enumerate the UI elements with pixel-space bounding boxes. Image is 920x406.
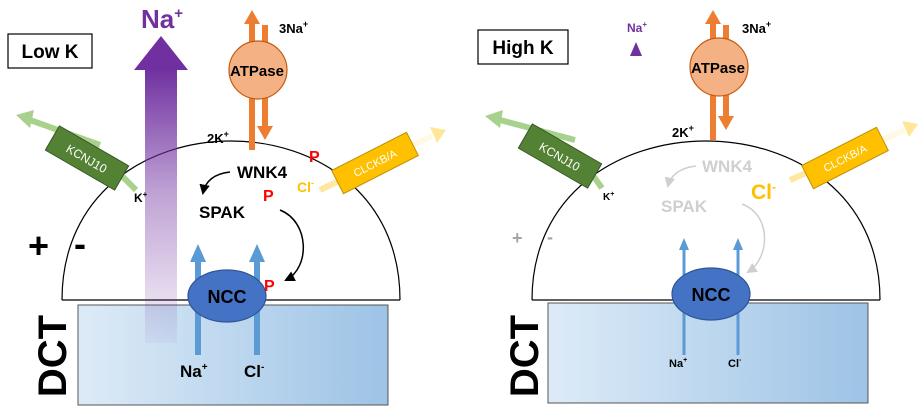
- sodium-arrow: [630, 42, 642, 345]
- ncc-label: NCC: [692, 285, 731, 305]
- sodium-arrow: [134, 36, 188, 343]
- cl-ion-label: Cl-: [297, 178, 314, 195]
- kcnj10-channel: KCNJ10: [16, 110, 139, 193]
- clckb-channel: CLCKB/A: [318, 127, 446, 195]
- panel-title-box: [477, 29, 569, 65]
- spak-to-ncc-arrow: [279, 209, 305, 281]
- ncc-transporter: [187, 269, 267, 323]
- panel-title-box: [7, 33, 93, 69]
- ncc-label: NCC: [208, 287, 247, 307]
- wnk4-label: WNK4: [702, 157, 753, 176]
- sodium-bottom-label: Na+: [180, 362, 208, 381]
- atpase-circle: [228, 40, 288, 100]
- two-k-label: 2K+: [207, 129, 229, 146]
- panel-title: High K: [492, 38, 553, 59]
- atpase-circle: [689, 37, 749, 97]
- spak-phospho: P: [263, 188, 274, 205]
- cl-ion-label: Cl-: [751, 180, 776, 204]
- spak-label: SPAK: [661, 197, 708, 216]
- minus-sign: -: [547, 227, 553, 247]
- plus-sign: +: [512, 228, 523, 248]
- atpase-label: ATPase: [230, 63, 284, 80]
- wnk4-to-spak-arrow: [199, 171, 231, 196]
- sodium-bottom-label: Na+: [669, 357, 687, 370]
- two-k-label: 2K+: [672, 123, 694, 140]
- wnk4-label: WNK4: [237, 163, 288, 182]
- panel-title: Low K: [22, 42, 79, 63]
- atpase-pump: ATPase: [689, 10, 749, 140]
- k-ion-label: K+: [134, 190, 148, 205]
- three-na-label: 3Na+: [279, 19, 308, 36]
- k-ion-label: K+: [603, 191, 614, 203]
- clckb-channel: CLCKB/A: [788, 121, 918, 190]
- kcnj10-channel: KCNJ10: [485, 110, 605, 190]
- chloride-bottom-label: Cl-: [244, 362, 264, 381]
- minus-sign: -: [74, 223, 86, 264]
- cell-membrane: [61, 140, 401, 301]
- atpase-label: ATPase: [691, 60, 745, 77]
- ncc-phospho: P: [264, 278, 275, 295]
- plus-sign: +: [28, 225, 49, 266]
- panel-low-k: DCT Low K Na+ ATPase 3Na+ 2K+: [7, 4, 446, 406]
- atpase-pump: ATPase: [228, 10, 288, 150]
- sodium-top-label: Na+: [141, 4, 183, 34]
- spak-to-ncc-arrow: [741, 203, 766, 274]
- wnk4-phospho: P: [309, 149, 320, 166]
- wnk4-to-spak-arrow: [664, 165, 697, 189]
- dct-label: DCT: [503, 315, 547, 397]
- sodium-top-label: Na+: [627, 20, 647, 35]
- ncc-transporter: [671, 267, 751, 321]
- three-na-label: 3Na+: [742, 19, 771, 36]
- chloride-bottom-label: Cl-: [728, 357, 742, 370]
- panel-high-k: DCT High K Na+ ATPase 3Na+ 2K+: [477, 10, 918, 404]
- cell-membrane: [531, 140, 881, 301]
- spak-label: SPAK: [199, 203, 246, 222]
- dct-label: DCT: [31, 315, 75, 397]
